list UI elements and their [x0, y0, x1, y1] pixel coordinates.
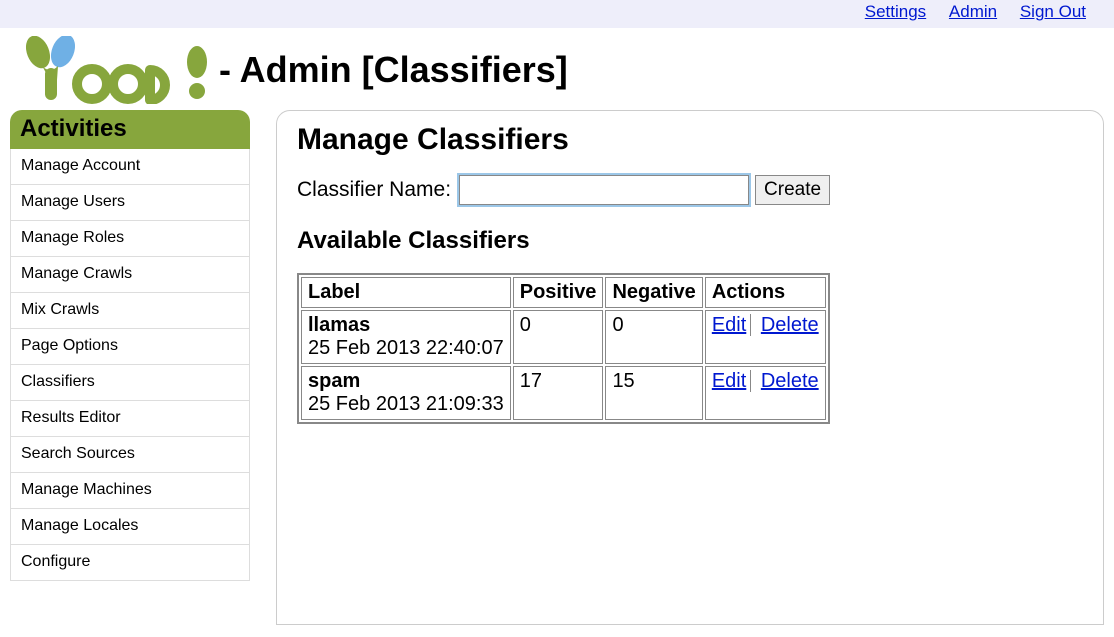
sidebar-item-manage-account[interactable]: Manage Account — [10, 149, 250, 185]
sidebar-item-manage-locales[interactable]: Manage Locales — [10, 509, 250, 545]
cell-label: llamas 25 Feb 2013 22:40:07 — [301, 310, 511, 364]
sidebar-item-manage-crawls[interactable]: Manage Crawls — [10, 257, 250, 293]
sidebar-item-configure[interactable]: Configure — [10, 545, 250, 581]
topbar-settings-link[interactable]: Settings — [865, 2, 926, 21]
row-timestamp: 25 Feb 2013 21:09:33 — [308, 393, 504, 415]
table-row: spam 25 Feb 2013 21:09:33 17 15 Edit Del… — [301, 366, 826, 420]
sidebar-item-page-options[interactable]: Page Options — [10, 329, 250, 365]
classifier-name-input[interactable] — [459, 175, 749, 205]
edit-link[interactable]: Edit — [712, 314, 751, 336]
edit-link[interactable]: Edit — [712, 370, 751, 392]
cell-positive: 17 — [513, 366, 604, 420]
cell-negative: 0 — [605, 310, 702, 364]
topbar-signout-link[interactable]: Sign Out — [1020, 2, 1086, 21]
cell-actions: Edit Delete — [705, 366, 826, 420]
col-label: Label — [301, 277, 511, 308]
main-heading: Manage Classifiers — [297, 123, 1083, 157]
sidebar-item-classifiers[interactable]: Classifiers — [10, 365, 250, 401]
cell-positive: 0 — [513, 310, 604, 364]
table-header-row: Label Positive Negative Actions — [301, 277, 826, 308]
topbar-admin-link[interactable]: Admin — [949, 2, 997, 21]
col-negative: Negative — [605, 277, 702, 308]
header: - Admin [Classifiers] — [0, 28, 1114, 110]
sidebar-item-manage-users[interactable]: Manage Users — [10, 185, 250, 221]
topbar: Settings Admin Sign Out — [0, 0, 1114, 28]
cell-actions: Edit Delete — [705, 310, 826, 364]
create-button[interactable]: Create — [755, 175, 830, 205]
sidebar-header: Activities — [10, 110, 250, 149]
main-panel: Manage Classifiers Classifier Name: Crea… — [276, 110, 1104, 625]
col-actions: Actions — [705, 277, 826, 308]
create-form: Classifier Name: Create — [297, 175, 1083, 205]
row-label: llamas — [308, 314, 504, 337]
sidebar-item-manage-roles[interactable]: Manage Roles — [10, 221, 250, 257]
row-label: spam — [308, 370, 504, 393]
row-timestamp: 25 Feb 2013 22:40:07 — [308, 337, 504, 359]
table-row: llamas 25 Feb 2013 22:40:07 0 0 Edit Del… — [301, 310, 826, 364]
available-heading: Available Classifiers — [297, 227, 1083, 255]
cell-label: spam 25 Feb 2013 21:09:33 — [301, 366, 511, 420]
delete-link[interactable]: Delete — [759, 314, 819, 336]
page-title: - Admin [Classifiers] — [219, 49, 568, 91]
logo — [14, 36, 211, 104]
col-positive: Positive — [513, 277, 604, 308]
sidebar-item-search-sources[interactable]: Search Sources — [10, 437, 250, 473]
sidebar-item-manage-machines[interactable]: Manage Machines — [10, 473, 250, 509]
sidebar-item-mix-crawls[interactable]: Mix Crawls — [10, 293, 250, 329]
sidebar: Activities Manage Account Manage Users M… — [10, 110, 250, 581]
classifiers-table: Label Positive Negative Actions llamas 2… — [297, 273, 830, 424]
cell-negative: 15 — [605, 366, 702, 420]
sidebar-item-results-editor[interactable]: Results Editor — [10, 401, 250, 437]
classifier-name-label: Classifier Name: — [297, 178, 451, 202]
delete-link[interactable]: Delete — [759, 370, 819, 392]
